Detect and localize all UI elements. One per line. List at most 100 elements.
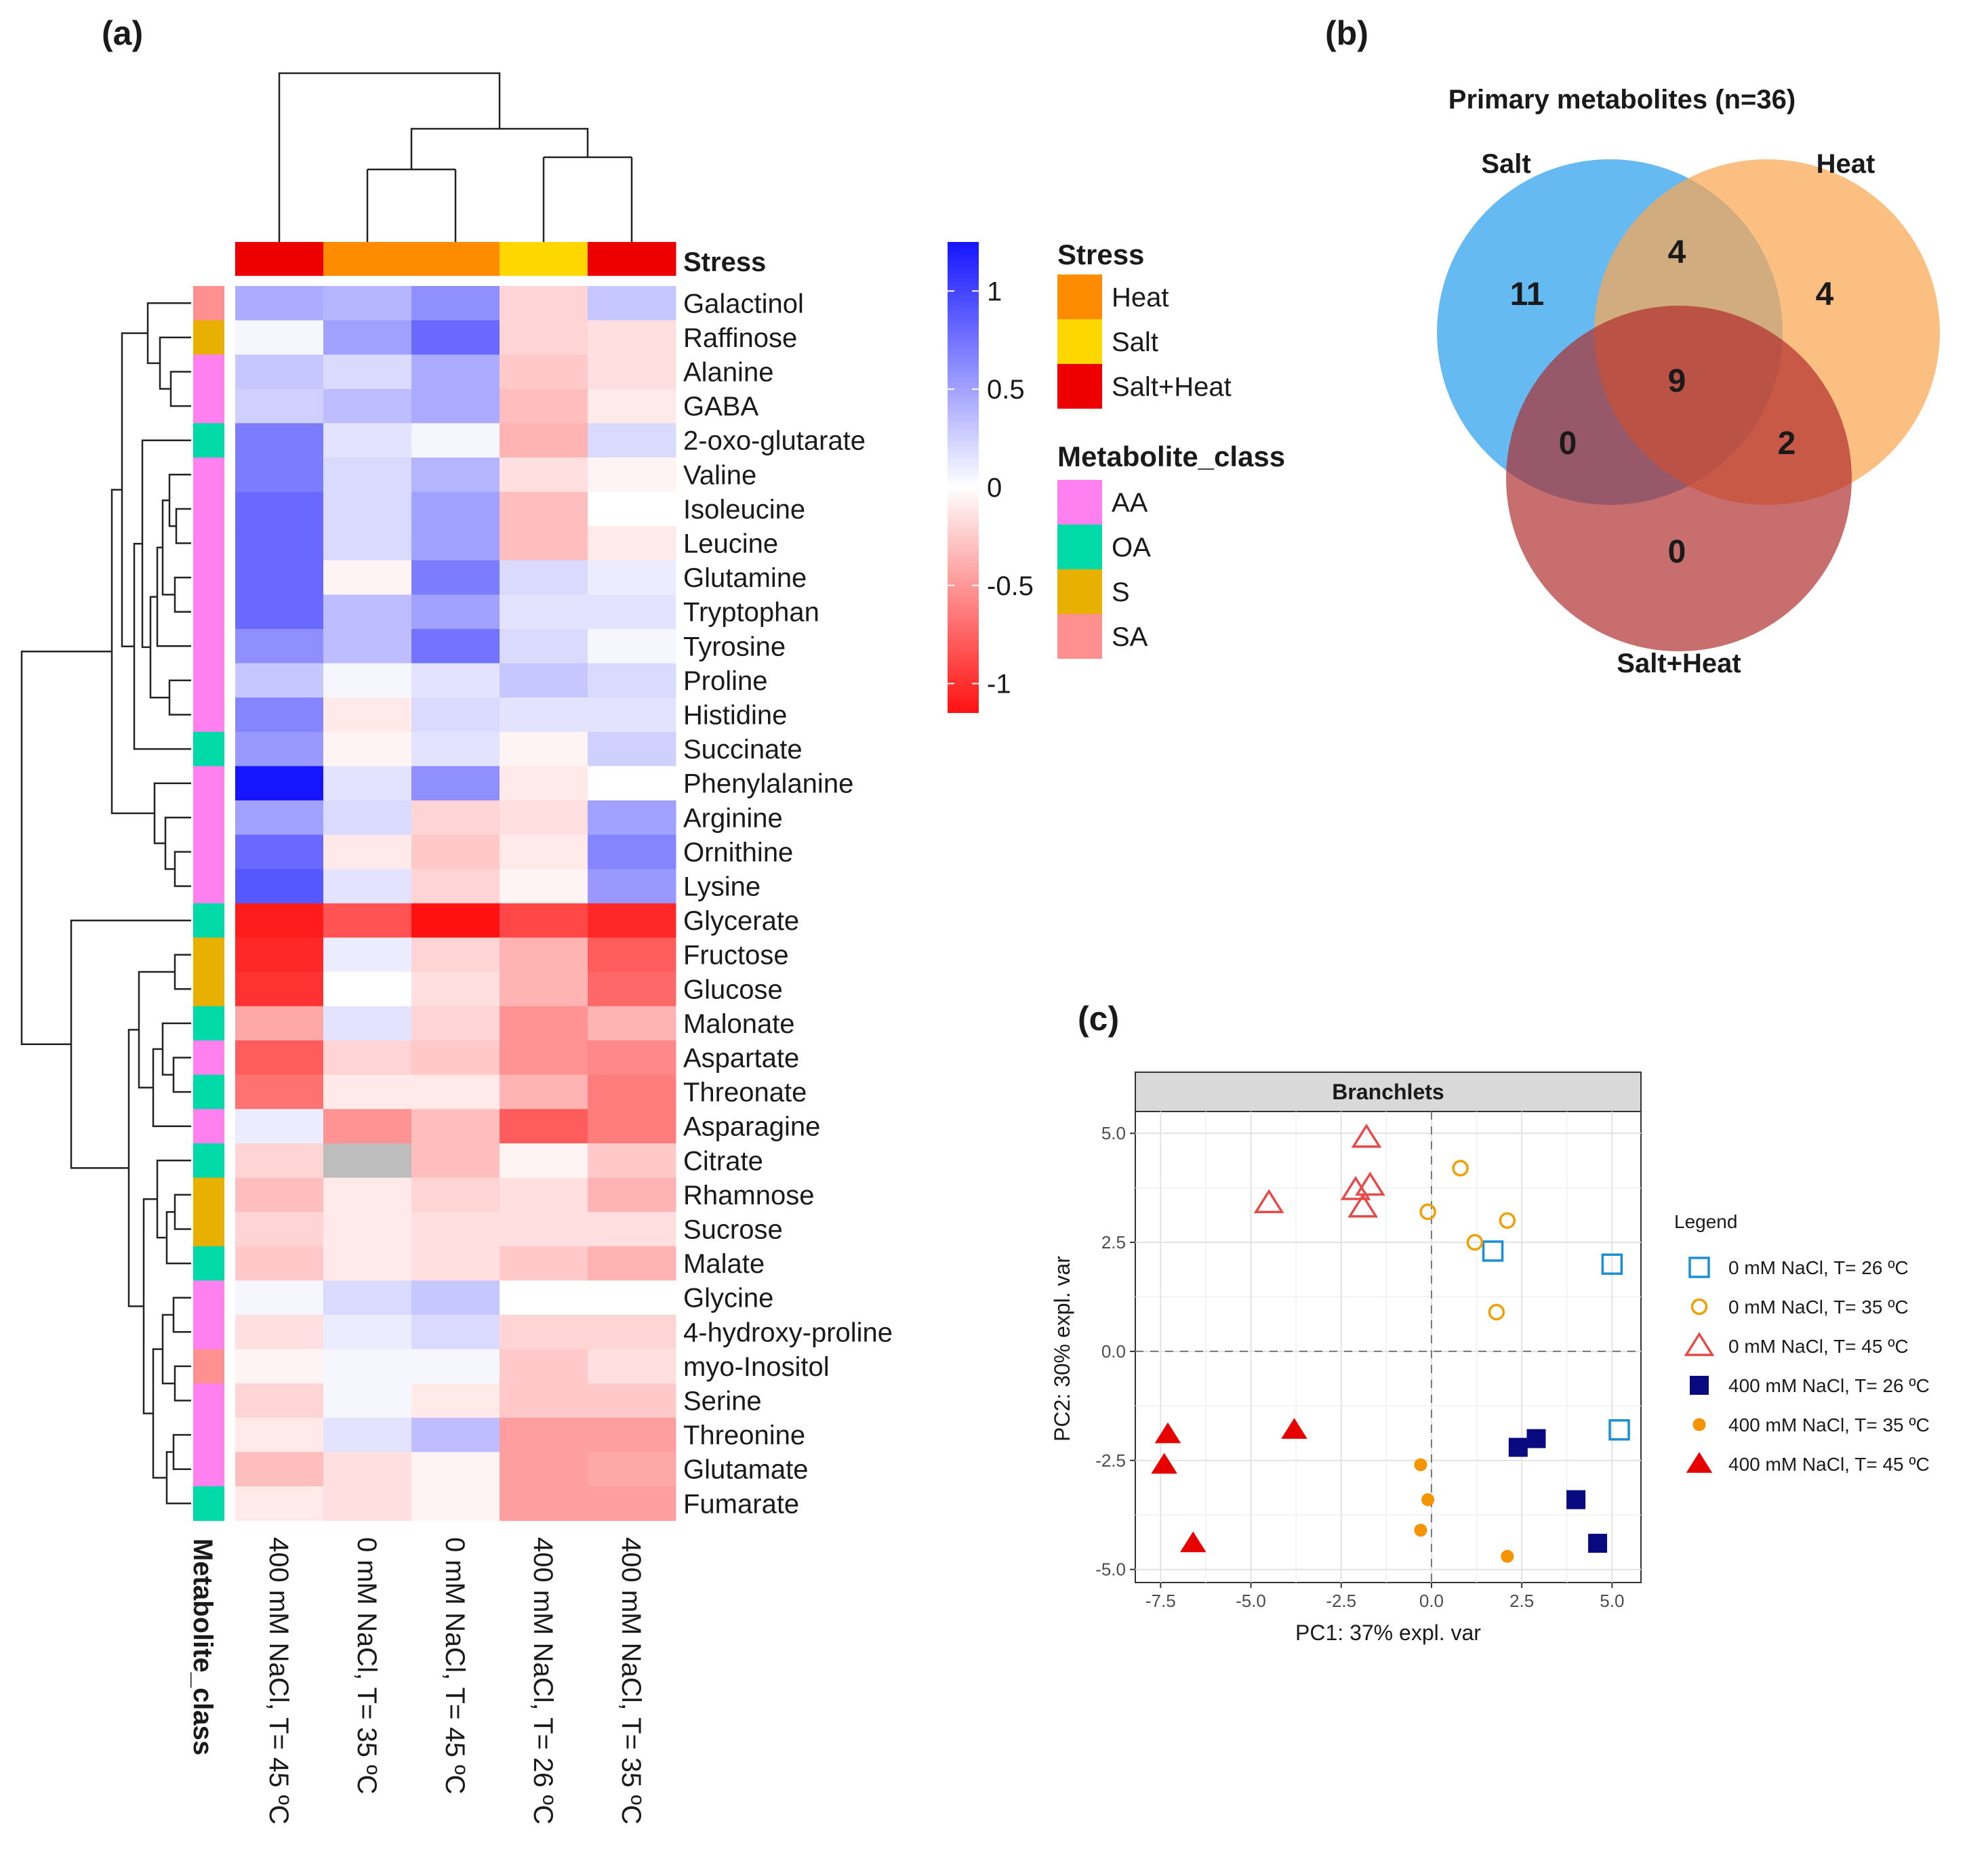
- heatmap-cell: [411, 286, 500, 321]
- stress-annotation-cell: [235, 242, 324, 276]
- heatmap-cell: [235, 1006, 324, 1041]
- heatmap-cell: [323, 731, 412, 767]
- row-label: Lysine: [683, 872, 760, 902]
- heatmap-cell: [235, 1040, 324, 1076]
- stress-annotation-label: Stress: [683, 247, 766, 277]
- class-annotation-cell: [193, 629, 224, 664]
- heatmap-cell: [235, 937, 324, 973]
- heatmap-cell: [411, 423, 500, 458]
- data-point: [1414, 1524, 1427, 1537]
- row-label: Phenylalanine: [683, 769, 853, 799]
- heatmap-cell: [235, 526, 324, 561]
- heatmap-cell: [588, 629, 676, 664]
- heatmap-cell: [588, 286, 676, 321]
- color-scale-tick-label: -0.5: [987, 571, 1034, 601]
- heatmap-cell: [323, 697, 412, 733]
- stress-legend-swatch: [1057, 274, 1102, 319]
- row-dendrogram: [20, 302, 191, 1505]
- dendrogram-link: [161, 1022, 191, 1076]
- class-legend-swatch: [1057, 614, 1102, 659]
- heatmap-cell: [411, 903, 500, 938]
- heatmap-cell: [500, 526, 588, 561]
- row-label: Alanine: [683, 358, 773, 388]
- y-axis-title: PC2: 30% expl. var: [1050, 1256, 1074, 1442]
- dendrogram-link: [149, 596, 169, 699]
- heatmap-cell: [588, 1452, 676, 1487]
- heatmap-cell: [323, 491, 412, 527]
- heatmap-cell: [235, 1109, 324, 1144]
- heatmap-cell: [323, 1212, 412, 1247]
- class-legend-label: S: [1112, 577, 1130, 607]
- row-label: Rhamnose: [683, 1181, 814, 1210]
- heatmap-cell: [323, 1349, 412, 1384]
- heatmap-cell: [235, 560, 324, 595]
- heatmap-cell: [235, 388, 324, 424]
- heatmap-cell: [411, 1486, 500, 1522]
- class-annotation-cell: [193, 491, 224, 527]
- row-label: Sucrose: [683, 1215, 783, 1245]
- stress-legend-label: Salt+Heat: [1112, 372, 1232, 402]
- heatmap-cell: [235, 1212, 324, 1247]
- heatmap-cells: [235, 286, 676, 1522]
- heatmap-cell: [500, 1315, 588, 1350]
- heatmap-cell: [588, 1246, 676, 1281]
- heatmap-cell: [411, 388, 500, 424]
- stress-legend-label: Salt: [1112, 327, 1158, 357]
- stress-legend-label: Heat: [1112, 283, 1169, 312]
- color-scale-bar: [948, 242, 979, 713]
- data-point: [1488, 1303, 1505, 1321]
- heatmap-cell: [588, 1486, 676, 1522]
- row-label: Asparagine: [683, 1112, 820, 1142]
- heatmap-cell: [235, 594, 324, 630]
- heatmap-cell: [500, 1383, 588, 1419]
- heatmap-cell: [500, 423, 588, 458]
- heatmap-cell: [411, 1383, 500, 1419]
- class-annotation-cell: [193, 1417, 224, 1452]
- heatmap-cell: [588, 560, 676, 595]
- class-annotation-cell: [193, 354, 224, 390]
- venn-circle-saltheat: [1506, 306, 1852, 651]
- data-point: [1588, 1534, 1608, 1553]
- row-label: Threonate: [683, 1078, 807, 1107]
- class-annotation-cell: [193, 320, 224, 355]
- heatmap-cell: [235, 1315, 324, 1350]
- class-annotation-cell: [193, 1040, 224, 1076]
- stress-annotation-cell: [411, 242, 500, 276]
- class-annotation-bar: [193, 286, 224, 1522]
- data-point: [1526, 1429, 1546, 1448]
- class-legend-title: Metabolite_class: [1057, 441, 1285, 472]
- data-point: [1421, 1493, 1435, 1507]
- heatmap-cell: [588, 457, 676, 493]
- class-annotation-cell: [193, 834, 224, 870]
- heatmap-cell: [323, 834, 412, 870]
- class-annotation-cell: [193, 1315, 224, 1350]
- heatmap-cell: [500, 629, 588, 664]
- heatmap-cell: [411, 1074, 500, 1109]
- class-annotation-cell: [193, 1074, 224, 1109]
- heatmap-cell: [411, 1246, 500, 1281]
- heatmap-cell: [411, 354, 500, 390]
- heatmap-cell: [500, 800, 588, 836]
- heatmap-cell: [323, 1006, 412, 1041]
- class-legend-swatch: [1057, 569, 1102, 614]
- row-label: Succinate: [683, 735, 803, 764]
- dendrogram-link: [165, 1451, 191, 1505]
- column-dendrogram: [278, 72, 633, 242]
- column-label: 0 mM NaCl, T= 45 ºC: [440, 1537, 470, 1795]
- dendrogram-link: [174, 1194, 191, 1230]
- data-point: [1351, 1123, 1382, 1148]
- pca-legend: 0 mM NaCl, T= 26 ºC 0 mM NaCl, T= 35 ºC 0 …: [1684, 1257, 1930, 1475]
- heatmap-cell: [235, 800, 324, 836]
- class-annotation-cell: [193, 423, 224, 458]
- heatmap-cell: [323, 629, 412, 664]
- heatmap-cell: [411, 697, 500, 733]
- heatmap-cell: [235, 354, 324, 390]
- dendrogram-link: [174, 851, 191, 887]
- row-label: Proline: [683, 666, 768, 696]
- heatmap-cell: [235, 697, 324, 733]
- class-annotation-cell: [193, 1109, 224, 1144]
- column-label: 400 mM NaCl, T= 45 ºC: [264, 1537, 293, 1824]
- data-point: [1501, 1549, 1514, 1563]
- x-tick-label: 5.0: [1600, 1591, 1624, 1611]
- heatmap-panel: Galactinol Raffinose Alanine GABA 2-oxo-glut…: [20, 72, 893, 1824]
